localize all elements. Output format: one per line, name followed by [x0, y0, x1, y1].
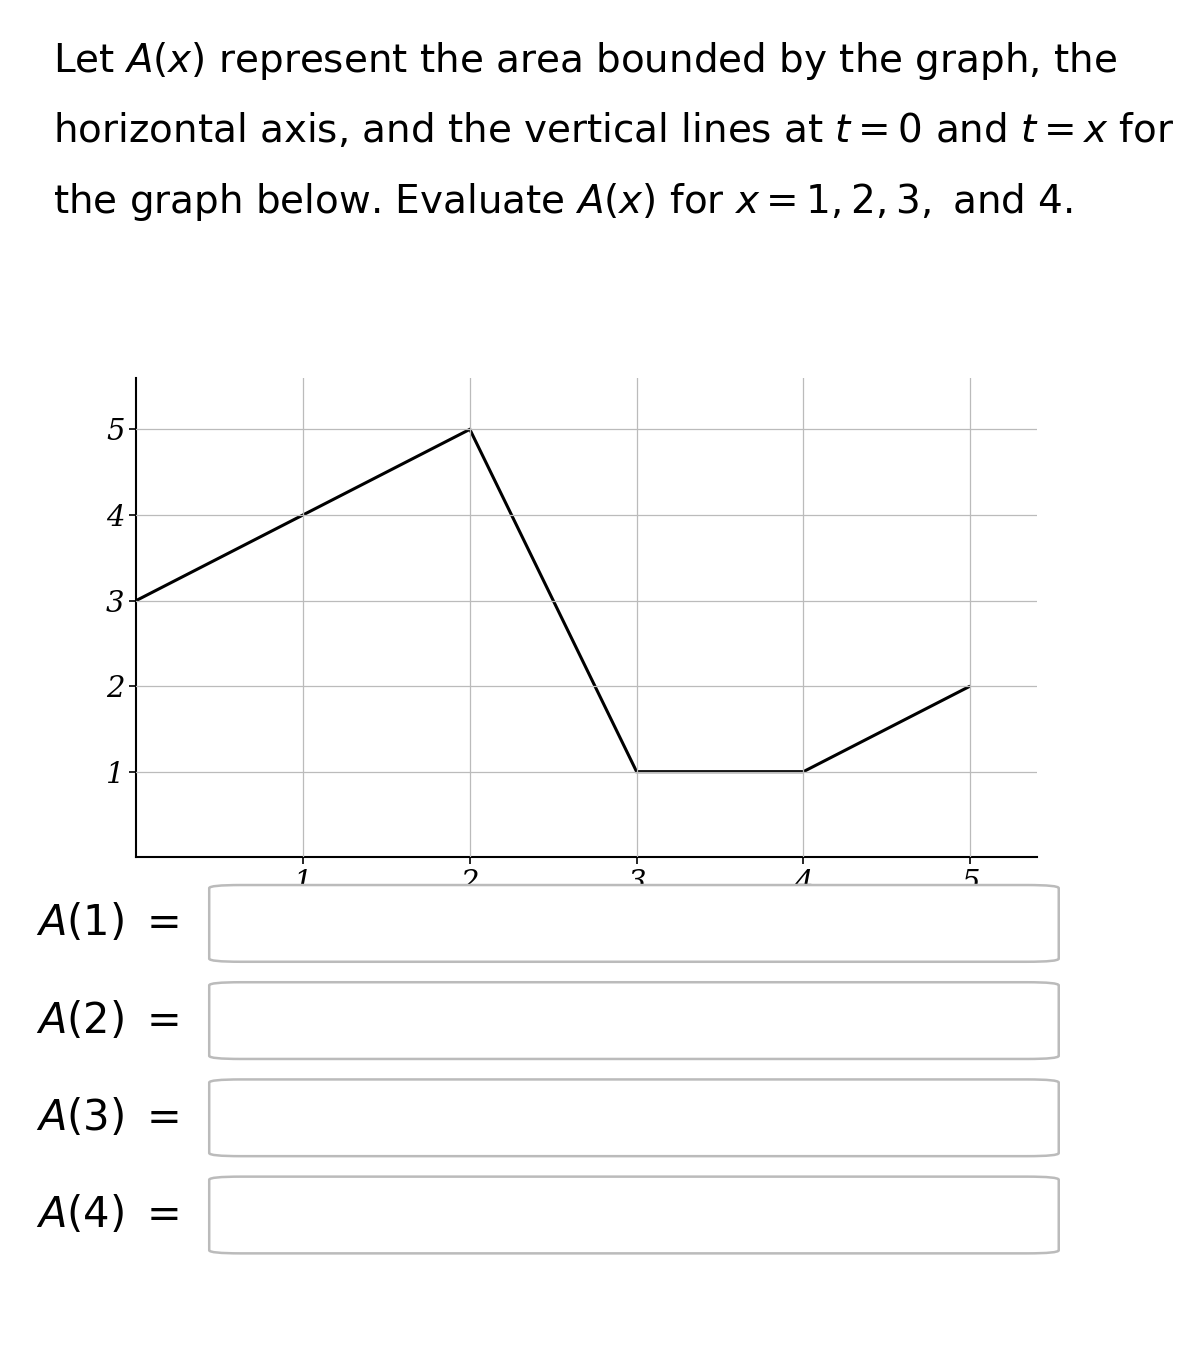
Text: $A(1)$ $=$: $A(1)$ $=$ — [36, 902, 179, 945]
Text: $A(4)$ $=$: $A(4)$ $=$ — [36, 1193, 179, 1237]
FancyBboxPatch shape — [210, 1080, 1058, 1156]
Text: horizontal axis, and the vertical lines at $t = 0$ and $t = x$ for: horizontal axis, and the vertical lines … — [53, 111, 1174, 150]
FancyBboxPatch shape — [210, 983, 1058, 1058]
Text: Let $A(x)$ represent the area bounded by the graph, the: Let $A(x)$ represent the area bounded by… — [53, 40, 1117, 82]
Text: $A(3)$ $=$: $A(3)$ $=$ — [36, 1096, 179, 1139]
Text: the graph below. Evaluate $A(x)$ for $x = 1, 2, 3,$ and $4$.: the graph below. Evaluate $A(x)$ for $x … — [53, 181, 1074, 223]
FancyBboxPatch shape — [210, 886, 1058, 961]
FancyBboxPatch shape — [210, 1177, 1058, 1253]
Text: $A(2)$ $=$: $A(2)$ $=$ — [36, 999, 179, 1042]
